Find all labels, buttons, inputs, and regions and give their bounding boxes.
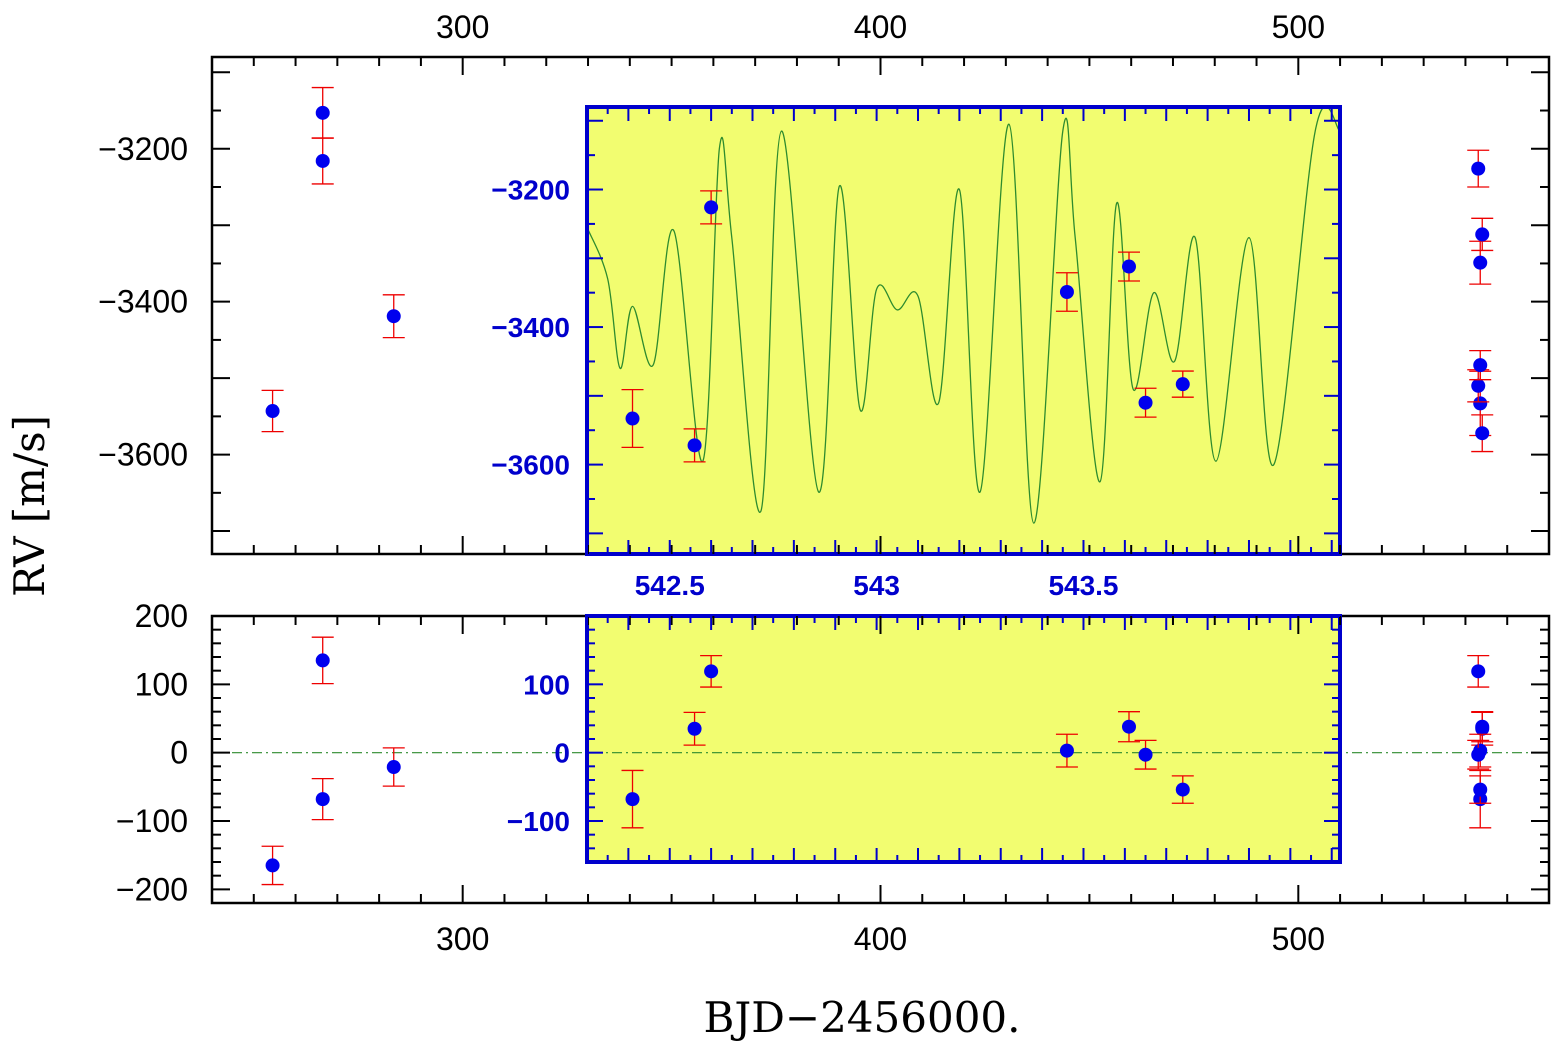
residual-point-overview <box>1471 711 1494 743</box>
rv-point <box>1117 251 1140 282</box>
x-tick-label-top: 500 <box>1272 9 1325 45</box>
data-marker <box>1475 426 1490 441</box>
data-marker <box>1121 259 1136 274</box>
inset-residual-y-tick-label: 100 <box>523 669 570 700</box>
data-marker <box>1471 378 1486 393</box>
residual-y-tick-label: 100 <box>135 666 188 702</box>
data-marker <box>1475 719 1490 734</box>
data-marker <box>1059 284 1074 299</box>
inset-y-tick-label: −3400 <box>491 312 570 343</box>
residual-y-tick-label: 200 <box>135 598 188 634</box>
inset-y-tick-label: −3200 <box>491 175 570 206</box>
rv-point <box>382 294 405 339</box>
rv-point <box>700 190 723 225</box>
residual-point <box>311 777 334 821</box>
data-marker <box>265 404 280 419</box>
data-marker <box>265 858 280 873</box>
data-marker <box>1175 782 1190 797</box>
inset-residual-y-tick-label: −100 <box>507 806 570 837</box>
residual-y-tick-label: −200 <box>116 871 188 907</box>
tick-labels: 300 400 500 300 400 500 −3600 −3400 −3200 −200 −10… <box>98 9 1325 957</box>
data-marker <box>315 653 330 668</box>
residual-point <box>1055 733 1078 768</box>
data-marker <box>1121 719 1136 734</box>
x-tick-label-bottom: 300 <box>436 921 489 957</box>
model-curve <box>587 107 1340 524</box>
x-tick-label-bottom: 400 <box>854 921 907 957</box>
data-marker <box>1138 395 1153 410</box>
data-marker <box>1473 358 1488 373</box>
rv-point-overview <box>1471 217 1494 252</box>
data-marker <box>687 721 702 736</box>
residual-y-tick-label: 0 <box>170 735 188 771</box>
data-marker <box>315 153 330 168</box>
inset-x-tick-label: 542.5 <box>635 570 705 601</box>
inset-x-tick-label: 543 <box>853 570 900 601</box>
data-marker <box>315 792 330 807</box>
rv-point <box>621 388 644 449</box>
inset-backgrounds <box>587 107 1340 862</box>
y-tick-label: −3200 <box>98 131 188 167</box>
residual-point <box>261 845 284 886</box>
x-tick-label-top: 400 <box>854 9 907 45</box>
rv-point <box>311 137 334 185</box>
data-points-layer <box>261 86 1494 886</box>
residual-point <box>621 769 644 829</box>
rv-point-overview <box>1467 369 1490 403</box>
residual-point <box>1171 775 1194 804</box>
data-marker <box>1473 782 1488 797</box>
rv-point <box>1055 272 1078 312</box>
rv-point <box>1134 387 1157 418</box>
y-tick-label: −3400 <box>98 284 188 320</box>
rv-point-overview <box>1471 414 1494 453</box>
data-marker <box>1138 747 1153 762</box>
data-marker <box>704 664 719 679</box>
x-axis-title: BJD−2456000. <box>704 993 1021 1042</box>
x-tick-label-top: 300 <box>436 9 489 45</box>
data-marker <box>1473 396 1488 411</box>
y-tick-label: −3600 <box>98 437 188 473</box>
rv-point <box>1171 370 1194 398</box>
data-marker <box>386 760 401 775</box>
data-marker <box>1471 664 1486 679</box>
inset-y-tick-label: −3600 <box>491 450 570 481</box>
rv-point <box>683 428 706 463</box>
tick-marks <box>212 57 1549 903</box>
rv-point <box>261 389 284 433</box>
inset-main-background <box>587 107 1340 554</box>
data-marker <box>1175 377 1190 392</box>
data-marker <box>315 105 330 120</box>
data-marker <box>1471 747 1486 762</box>
data-marker <box>625 792 640 807</box>
rv-point-overview <box>1469 240 1492 285</box>
inset-residual-background <box>587 616 1340 862</box>
residual-point <box>311 636 334 685</box>
residual-point-overview <box>1467 654 1490 688</box>
residual-y-tick-label: −100 <box>116 803 188 839</box>
residual-point <box>382 747 405 787</box>
data-marker <box>1473 255 1488 270</box>
rv-point <box>311 86 334 139</box>
data-marker <box>386 309 401 324</box>
x-tick-label-bottom: 500 <box>1272 921 1325 957</box>
data-marker <box>704 200 719 215</box>
residual-point <box>1134 739 1157 770</box>
residual-point-overview <box>1469 775 1492 804</box>
model-curve-layer <box>587 107 1340 524</box>
rv-point-overview <box>1467 149 1490 188</box>
rv-point-overview <box>1469 349 1492 381</box>
residual-point <box>683 711 706 746</box>
residual-point <box>700 654 723 688</box>
inset-x-tick-label: 543.5 <box>1048 570 1118 601</box>
data-marker <box>1471 161 1486 176</box>
y-axis-title: RV [m/s] <box>5 415 54 597</box>
residual-point <box>1117 711 1140 743</box>
data-marker <box>1059 743 1074 758</box>
data-marker <box>687 438 702 453</box>
data-marker <box>625 411 640 426</box>
residual-point-overview <box>1467 739 1490 770</box>
data-marker <box>1475 227 1490 242</box>
inset-residual-y-tick-label: 0 <box>554 738 570 769</box>
